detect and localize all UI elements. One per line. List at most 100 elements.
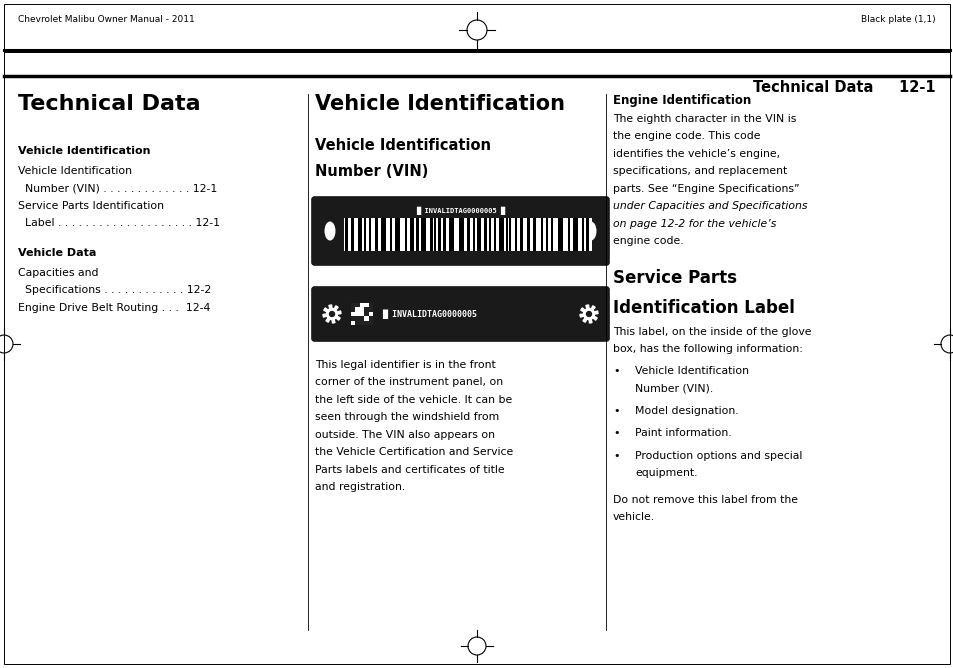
Bar xyxy=(414,218,416,251)
Bar xyxy=(355,321,359,325)
Text: Service Parts: Service Parts xyxy=(613,269,737,287)
Bar xyxy=(344,218,347,251)
FancyBboxPatch shape xyxy=(312,287,609,341)
Bar xyxy=(399,218,405,251)
Bar xyxy=(434,218,436,251)
Text: Vehicle Identification: Vehicle Identification xyxy=(314,138,491,153)
Text: outside. The VIN also appears on: outside. The VIN also appears on xyxy=(314,430,495,440)
Bar xyxy=(355,303,359,307)
Bar xyxy=(573,218,578,251)
Text: corner of the instrument panel, on: corner of the instrument panel, on xyxy=(314,377,502,387)
Text: Number (VIN).: Number (VIN). xyxy=(635,383,713,393)
Bar xyxy=(545,218,547,251)
Bar xyxy=(410,218,414,251)
Text: Chevrolet Malibu Owner Manual - 2011: Chevrolet Malibu Owner Manual - 2011 xyxy=(18,15,194,24)
Text: Engine Identification: Engine Identification xyxy=(613,94,750,107)
Bar xyxy=(498,218,503,251)
Bar xyxy=(562,218,568,251)
Text: Production options and special: Production options and special xyxy=(635,451,801,461)
Text: parts. See “Engine Specifications”: parts. See “Engine Specifications” xyxy=(613,184,799,194)
Bar xyxy=(476,218,480,251)
Text: This legal identifier is in the front: This legal identifier is in the front xyxy=(314,360,496,370)
Bar xyxy=(584,218,586,251)
Text: Identification Label: Identification Label xyxy=(613,299,794,317)
Ellipse shape xyxy=(324,222,335,240)
Bar xyxy=(416,218,418,251)
Bar xyxy=(375,218,377,251)
Text: Technical Data     12-1: Technical Data 12-1 xyxy=(753,80,935,95)
Bar xyxy=(392,218,395,251)
Bar xyxy=(364,321,368,325)
Text: Specifications . . . . . . . . . . . . 12-2: Specifications . . . . . . . . . . . . 1… xyxy=(18,285,211,295)
Bar xyxy=(480,218,483,251)
Bar xyxy=(464,218,466,251)
Bar xyxy=(442,218,446,251)
Bar xyxy=(437,218,440,251)
Text: •: • xyxy=(613,406,618,416)
Bar xyxy=(507,218,509,251)
Bar xyxy=(494,218,496,251)
Text: █ INVALIDTAG0000005 █: █ INVALIDTAG0000005 █ xyxy=(416,207,504,215)
Bar xyxy=(359,316,364,321)
Text: engine code.: engine code. xyxy=(613,236,683,246)
Bar xyxy=(351,307,355,312)
Polygon shape xyxy=(323,305,340,323)
Bar xyxy=(433,218,434,251)
Ellipse shape xyxy=(585,222,596,240)
FancyBboxPatch shape xyxy=(312,196,609,265)
Bar xyxy=(380,218,386,251)
Bar xyxy=(351,218,354,251)
Text: Black plate (1,1): Black plate (1,1) xyxy=(861,15,935,24)
Text: specifications, and replacement: specifications, and replacement xyxy=(613,166,786,176)
Bar xyxy=(371,218,375,251)
Bar xyxy=(578,218,581,251)
Bar xyxy=(517,218,520,251)
Bar xyxy=(407,218,410,251)
Text: Do not remove this label from the: Do not remove this label from the xyxy=(613,495,797,505)
Bar xyxy=(503,218,505,251)
Text: Label . . . . . . . . . . . . . . . . . . . . 12-1: Label . . . . . . . . . . . . . . . . . … xyxy=(18,218,220,228)
Bar xyxy=(418,218,420,251)
Text: the engine code. This code: the engine code. This code xyxy=(613,132,760,142)
Bar xyxy=(526,218,529,251)
Bar xyxy=(520,218,523,251)
Circle shape xyxy=(586,311,591,317)
Bar xyxy=(558,218,562,251)
Bar xyxy=(446,218,449,251)
Bar xyxy=(458,218,464,251)
Text: Vehicle Identification: Vehicle Identification xyxy=(18,166,132,176)
Bar xyxy=(509,218,511,251)
Bar xyxy=(436,218,437,251)
Bar xyxy=(533,218,536,251)
Bar xyxy=(454,218,458,251)
Bar xyxy=(589,218,591,251)
Bar xyxy=(489,218,491,251)
Text: •: • xyxy=(613,451,618,461)
Text: Capacities and: Capacities and xyxy=(18,268,98,278)
Bar xyxy=(361,218,363,251)
Text: Paint information.: Paint information. xyxy=(635,428,731,438)
Text: box, has the following information:: box, has the following information: xyxy=(613,345,802,355)
Text: and registration.: and registration. xyxy=(314,482,405,492)
Bar xyxy=(496,218,498,251)
Bar xyxy=(351,303,355,307)
Bar xyxy=(344,218,592,251)
Bar xyxy=(542,218,545,251)
Bar xyxy=(536,218,540,251)
Text: •: • xyxy=(613,366,618,376)
Bar xyxy=(475,218,476,251)
Bar xyxy=(377,218,380,251)
Bar xyxy=(368,303,373,307)
Bar xyxy=(395,218,399,251)
Bar xyxy=(523,218,526,251)
Text: the left side of the vehicle. It can be: the left side of the vehicle. It can be xyxy=(314,395,512,405)
Text: This label, on the inside of the glove: This label, on the inside of the glove xyxy=(613,327,811,337)
Bar xyxy=(483,218,487,251)
Bar xyxy=(355,316,359,321)
Text: equipment.: equipment. xyxy=(635,468,697,478)
Text: Technical Data: Technical Data xyxy=(18,94,200,114)
Text: Vehicle Identification: Vehicle Identification xyxy=(18,146,151,156)
Bar xyxy=(547,218,550,251)
Bar xyxy=(449,218,454,251)
Text: Service Parts Identification: Service Parts Identification xyxy=(18,201,164,211)
